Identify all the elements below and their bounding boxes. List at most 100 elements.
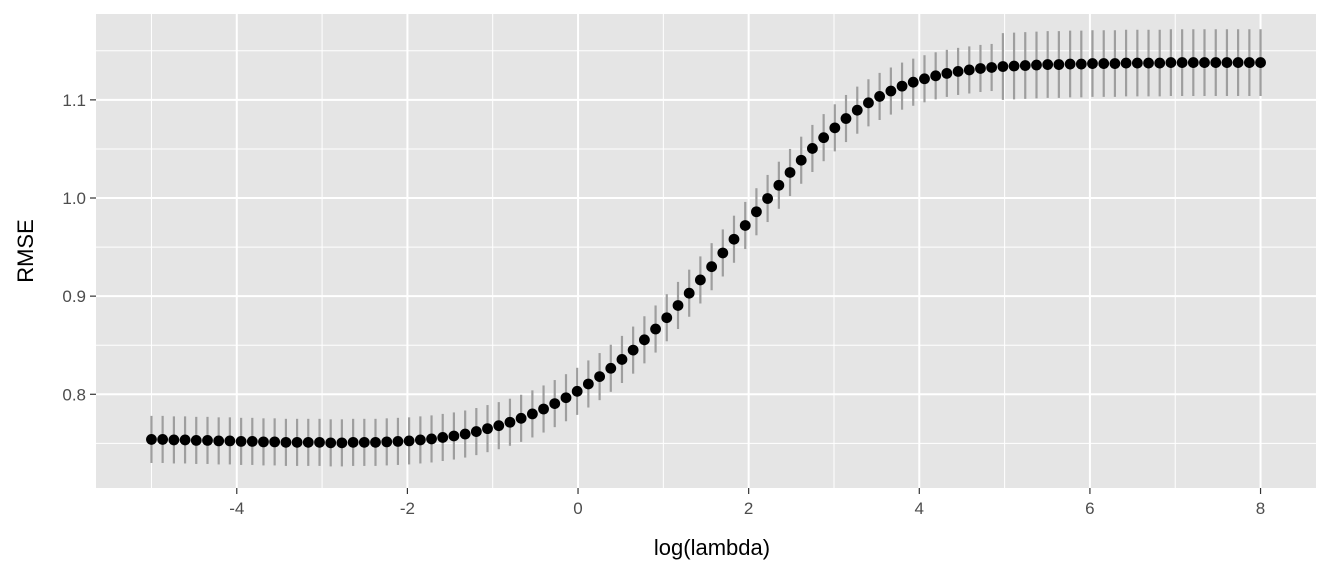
data-point bbox=[605, 362, 617, 374]
data-point bbox=[1042, 59, 1054, 70]
data-point bbox=[526, 408, 538, 420]
data-point bbox=[1154, 57, 1166, 69]
data-point bbox=[370, 436, 381, 448]
x-tick-label: 8 bbox=[1256, 499, 1265, 518]
data-point bbox=[1109, 58, 1121, 69]
data-point bbox=[851, 104, 863, 116]
data-point bbox=[885, 85, 897, 97]
data-point bbox=[795, 154, 807, 166]
x-tick-label: 0 bbox=[573, 499, 582, 518]
data-point bbox=[291, 436, 303, 448]
data-point bbox=[179, 434, 191, 446]
data-point bbox=[437, 432, 449, 443]
data-point bbox=[1143, 57, 1154, 69]
data-point bbox=[448, 430, 460, 442]
y-axis-tick-labels: 0.8 0.9 1.0 1.1 bbox=[62, 91, 86, 404]
data-point bbox=[314, 436, 325, 448]
axis-ticks bbox=[90, 99, 1262, 494]
data-point bbox=[157, 434, 169, 445]
data-point bbox=[728, 233, 740, 245]
data-point bbox=[582, 378, 594, 390]
data-point bbox=[840, 113, 852, 124]
data-point bbox=[1210, 57, 1222, 68]
data-point bbox=[347, 436, 359, 448]
x-axis-tick-labels: -4 -2 0 2 4 6 8 bbox=[229, 499, 1265, 518]
data-point bbox=[482, 423, 493, 435]
data-point bbox=[235, 435, 247, 447]
data-point bbox=[202, 435, 213, 446]
data-point bbox=[538, 403, 549, 415]
data-point bbox=[829, 122, 841, 134]
x-tick-label: 4 bbox=[915, 499, 924, 518]
data-point bbox=[560, 392, 572, 404]
data-point bbox=[1019, 60, 1031, 71]
y-tick-label: 0.9 bbox=[62, 287, 86, 306]
data-point bbox=[146, 434, 157, 445]
data-point bbox=[302, 436, 314, 448]
data-point bbox=[639, 334, 650, 346]
data-point bbox=[1199, 57, 1210, 68]
data-point bbox=[1176, 57, 1188, 68]
y-tick-label: 0.8 bbox=[62, 385, 86, 404]
data-point bbox=[1075, 58, 1087, 70]
data-point bbox=[1232, 57, 1244, 68]
data-point bbox=[1221, 57, 1233, 68]
data-point bbox=[459, 428, 471, 440]
data-point bbox=[863, 97, 874, 109]
data-point bbox=[504, 416, 516, 428]
data-point bbox=[224, 435, 236, 447]
data-point bbox=[336, 437, 348, 449]
x-tick-label: 6 bbox=[1085, 499, 1094, 518]
y-tick-label: 1.1 bbox=[62, 91, 86, 110]
data-points bbox=[146, 57, 1266, 449]
data-point bbox=[414, 434, 426, 446]
data-point bbox=[661, 312, 673, 324]
major-gridlines bbox=[96, 14, 1316, 488]
data-point bbox=[784, 167, 796, 178]
data-point bbox=[594, 371, 606, 383]
x-tick-label: 2 bbox=[744, 499, 753, 518]
data-point bbox=[650, 323, 661, 335]
data-point bbox=[190, 435, 202, 446]
data-point bbox=[941, 67, 953, 79]
data-point bbox=[493, 420, 505, 432]
data-point bbox=[1053, 59, 1065, 70]
data-point bbox=[381, 436, 393, 448]
x-tick-label: -4 bbox=[229, 499, 244, 518]
data-point bbox=[1064, 58, 1076, 70]
data-point bbox=[952, 66, 964, 77]
data-point bbox=[258, 436, 269, 448]
data-point bbox=[997, 61, 1009, 72]
data-point bbox=[358, 436, 370, 448]
data-point bbox=[1087, 58, 1098, 69]
data-point bbox=[325, 437, 337, 449]
data-point bbox=[549, 398, 561, 410]
data-point bbox=[1008, 60, 1020, 72]
data-point bbox=[470, 426, 482, 437]
data-point bbox=[672, 300, 684, 311]
minor-gridlines bbox=[96, 14, 1316, 488]
data-point bbox=[751, 206, 762, 218]
data-point bbox=[1120, 57, 1132, 69]
data-point bbox=[975, 63, 986, 74]
data-point bbox=[1165, 57, 1177, 68]
data-point bbox=[392, 435, 404, 447]
data-point bbox=[627, 344, 639, 356]
data-point bbox=[930, 70, 942, 82]
data-point bbox=[773, 179, 785, 191]
data-point bbox=[963, 64, 975, 76]
data-point bbox=[1031, 59, 1042, 71]
data-point bbox=[907, 76, 919, 88]
data-point bbox=[717, 247, 729, 259]
data-point bbox=[616, 354, 628, 365]
data-point bbox=[706, 261, 718, 273]
data-point bbox=[426, 433, 437, 445]
plot-panel bbox=[96, 14, 1316, 488]
data-point bbox=[806, 143, 818, 154]
data-point bbox=[1131, 57, 1143, 69]
data-point bbox=[1243, 57, 1255, 68]
data-point bbox=[739, 220, 751, 231]
data-point bbox=[919, 73, 930, 85]
x-tick-label: -2 bbox=[400, 499, 415, 518]
